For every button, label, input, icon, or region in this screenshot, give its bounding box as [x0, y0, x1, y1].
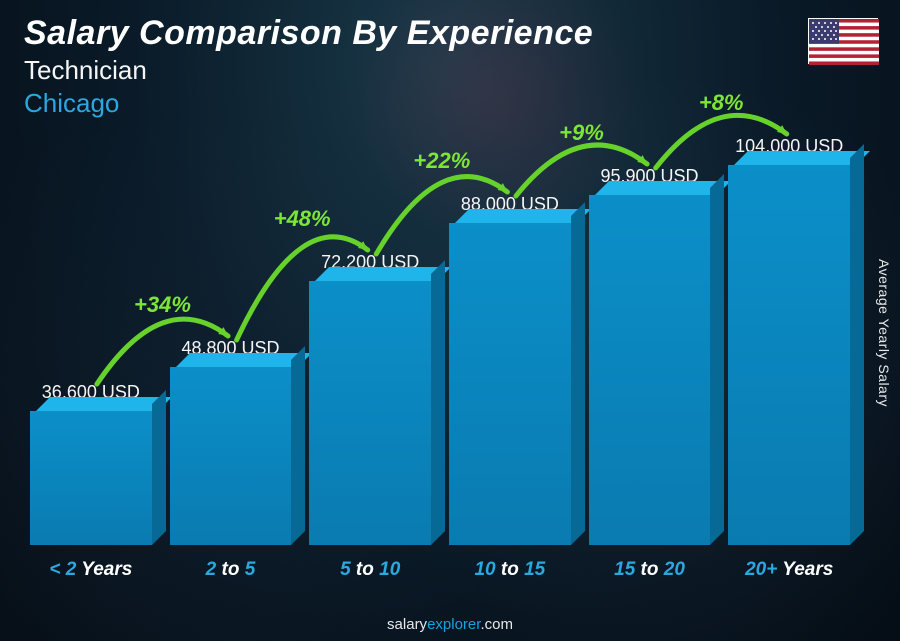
- bar: [728, 165, 850, 545]
- bar: [309, 281, 431, 545]
- bar: [170, 367, 292, 545]
- bar-column: 72,200 USD: [309, 252, 431, 545]
- category-labels: < 2 Years 2 to 5 5 to 10 10 to 15 15 to 20 20…: [30, 559, 850, 581]
- chart: 36,600 USD48,800 USD72,200 USD88,000 USD…: [30, 130, 850, 581]
- category-label: 20+ Years: [728, 559, 850, 581]
- bar: [30, 411, 152, 545]
- category-label: 10 to 15: [449, 559, 571, 581]
- footer-highlight: explorer: [427, 616, 480, 633]
- bar: [589, 195, 711, 545]
- bar-column: 36,600 USD: [30, 382, 152, 545]
- pct-label: +8%: [699, 90, 744, 115]
- location-label: Chicago: [24, 88, 593, 119]
- bar: [449, 223, 571, 545]
- category-label: 2 to 5: [170, 559, 292, 581]
- footer-prefix: salary: [387, 616, 427, 633]
- bar-column: 88,000 USD: [449, 194, 571, 545]
- job-subtitle: Technician: [24, 55, 593, 86]
- y-axis-label: Average Yearly Salary: [876, 259, 892, 407]
- category-label: 15 to 20: [589, 559, 711, 581]
- bar-column: 95,900 USD: [589, 166, 711, 545]
- bar-container: 36,600 USD48,800 USD72,200 USD88,000 USD…: [30, 130, 850, 545]
- page-title: Salary Comparison By Experience: [24, 14, 593, 53]
- footer-suffix: .com: [480, 616, 513, 633]
- flag-icon: [808, 18, 878, 64]
- bar-column: 104,000 USD: [728, 136, 850, 545]
- bar-column: 48,800 USD: [170, 338, 292, 545]
- category-label: 5 to 10: [309, 559, 431, 581]
- footer-credit: salaryexplorer.com: [0, 616, 900, 633]
- category-label: < 2 Years: [30, 559, 152, 581]
